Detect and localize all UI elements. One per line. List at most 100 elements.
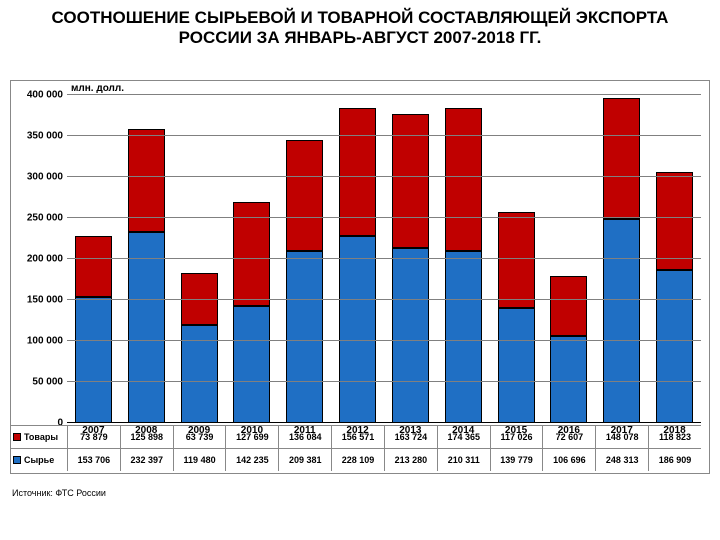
bars-group: 2007200820092010201120122013201420152016… xyxy=(67,95,701,423)
grid-line: 400 000 xyxy=(67,94,701,95)
chart-title: СООТНОШЕНИЕ СЫРЬЕВОЙ И ТОВАРНОЙ СОСТАВЛЯ… xyxy=(0,0,720,53)
bar-segment-tovary xyxy=(286,140,323,252)
bar-segment-syrie xyxy=(392,248,429,423)
table-cell: 117 026 xyxy=(490,425,543,448)
y-tick-label: 50 000 xyxy=(32,377,63,388)
stacked-bar xyxy=(286,95,323,423)
table-cell: 209 381 xyxy=(278,448,331,471)
y-tick-label: 100 000 xyxy=(27,336,63,347)
table-cell: 119 480 xyxy=(173,448,226,471)
bar-slot: 2012 xyxy=(331,95,384,423)
table-cell: 210 311 xyxy=(437,448,490,471)
table-cell: 186 909 xyxy=(648,448,701,471)
chart-container: млн. долл. 20072008200920102011201220132… xyxy=(10,80,710,474)
table-cell: 72 607 xyxy=(542,425,595,448)
y-tick-label: 300 000 xyxy=(27,172,63,183)
plot-area: 2007200820092010201120122013201420152016… xyxy=(67,95,701,423)
bar-segment-syrie xyxy=(445,251,482,423)
grid-line: 150 000 xyxy=(67,299,701,300)
table-row: Сырье 153 706232 397119 480142 235209 381… xyxy=(11,448,701,471)
bar-slot: 2016 xyxy=(542,95,595,423)
source-text: Источник: ФТС России xyxy=(12,488,106,498)
bar-segment-tovary xyxy=(445,108,482,251)
table-cell: 156 571 xyxy=(331,425,384,448)
bar-slot: 2010 xyxy=(225,95,278,423)
legend-item: Товары xyxy=(11,425,67,448)
bar-segment-syrie xyxy=(656,270,693,423)
table-cell: 139 779 xyxy=(490,448,543,471)
legend-swatch xyxy=(13,456,21,464)
bar-slot: 2017 xyxy=(595,95,648,423)
stacked-bar xyxy=(233,95,270,423)
bar-slot: 2018 xyxy=(648,95,701,423)
stacked-bar xyxy=(498,95,535,423)
table-cell: 118 823 xyxy=(648,425,701,448)
bar-segment-tovary xyxy=(392,114,429,248)
table-cell: 106 696 xyxy=(542,448,595,471)
bar-segment-syrie xyxy=(75,297,112,423)
table-cell: 148 078 xyxy=(595,425,648,448)
legend-item: Сырье xyxy=(11,448,67,471)
stacked-bar xyxy=(339,95,376,423)
stacked-bar xyxy=(656,95,693,423)
table-cell: 125 898 xyxy=(120,425,173,448)
bar-segment-syrie xyxy=(233,306,270,423)
table-cell: 73 879 xyxy=(67,425,120,448)
table-cell: 174 365 xyxy=(437,425,490,448)
table-cell: 153 706 xyxy=(67,448,120,471)
y-tick-label: 400 000 xyxy=(27,90,63,101)
table-cell: 63 739 xyxy=(173,425,226,448)
grid-line: 200 000 xyxy=(67,258,701,259)
table-cell: 136 084 xyxy=(278,425,331,448)
bar-slot: 2008 xyxy=(120,95,173,423)
bar-slot: 2011 xyxy=(278,95,331,423)
table-cell: 232 397 xyxy=(120,448,173,471)
bar-segment-tovary xyxy=(603,98,640,219)
bar-segment-syrie xyxy=(550,336,587,423)
legend-label: Товары xyxy=(24,432,58,442)
bar-slot: 2015 xyxy=(490,95,543,423)
bar-slot: 2013 xyxy=(384,95,437,423)
y-tick-label: 150 000 xyxy=(27,295,63,306)
table-cells: 153 706232 397119 480142 235209 381228 1… xyxy=(67,448,701,471)
y-tick-label: 250 000 xyxy=(27,213,63,224)
bar-segment-tovary xyxy=(498,212,535,308)
table-cell: 127 699 xyxy=(225,425,278,448)
y-axis-unit: млн. долл. xyxy=(71,83,124,94)
stacked-bar xyxy=(181,95,218,423)
bar-segment-tovary xyxy=(75,236,112,297)
bar-slot: 2014 xyxy=(437,95,490,423)
table-cell: 163 724 xyxy=(384,425,437,448)
grid-line: 50 000 xyxy=(67,381,701,382)
table-cell: 213 280 xyxy=(384,448,437,471)
stacked-bar xyxy=(392,95,429,423)
stacked-bar xyxy=(603,95,640,423)
data-table: Товары73 879125 89863 739127 699136 0841… xyxy=(11,425,701,471)
table-cells: 73 879125 89863 739127 699136 084156 571… xyxy=(67,425,701,448)
bar-segment-syrie xyxy=(339,236,376,423)
stacked-bar xyxy=(445,95,482,423)
grid-line: 0 xyxy=(67,422,701,423)
table-row: Товары73 879125 89863 739127 699136 0841… xyxy=(11,425,701,448)
stacked-bar xyxy=(550,95,587,423)
bar-slot: 2007 xyxy=(67,95,120,423)
y-tick-label: 350 000 xyxy=(27,131,63,142)
bar-segment-syrie xyxy=(128,232,165,423)
table-cell: 142 235 xyxy=(225,448,278,471)
grid-line: 250 000 xyxy=(67,217,701,218)
bar-segment-syrie xyxy=(286,251,323,423)
bar-segment-tovary xyxy=(656,172,693,269)
table-cell: 228 109 xyxy=(331,448,384,471)
legend-label: Сырье xyxy=(24,455,54,465)
stacked-bar xyxy=(75,95,112,423)
grid-line: 350 000 xyxy=(67,135,701,136)
bar-segment-syrie xyxy=(603,219,640,423)
table-cell: 248 313 xyxy=(595,448,648,471)
grid-line: 300 000 xyxy=(67,176,701,177)
y-tick-label: 200 000 xyxy=(27,254,63,265)
legend-swatch xyxy=(13,433,21,441)
bar-segment-tovary xyxy=(550,276,587,336)
grid-line: 100 000 xyxy=(67,340,701,341)
stacked-bar xyxy=(128,95,165,423)
bar-segment-syrie xyxy=(498,308,535,423)
